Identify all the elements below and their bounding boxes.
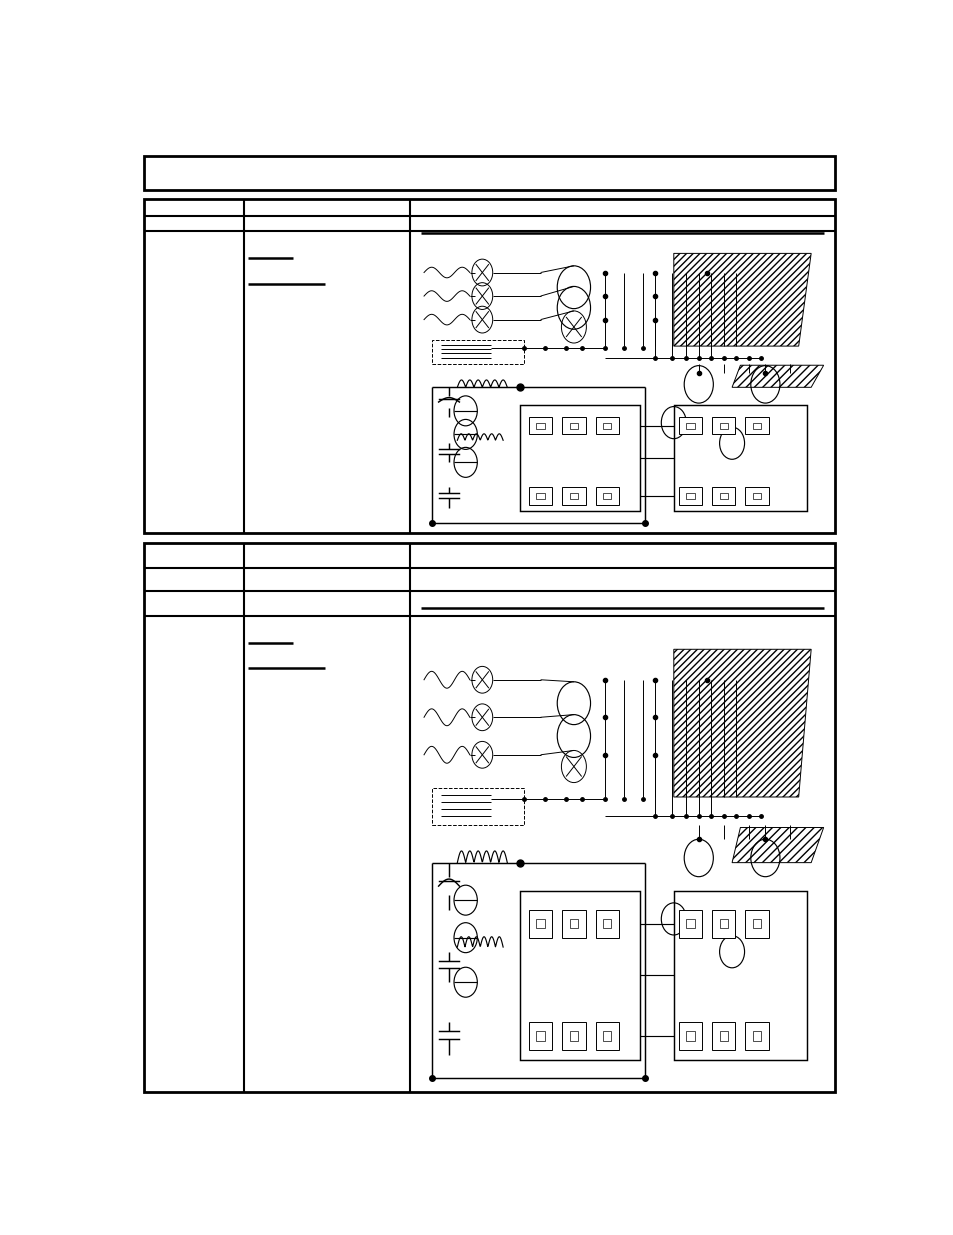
Bar — [719, 919, 727, 929]
Bar — [719, 422, 727, 429]
Bar — [561, 909, 585, 937]
Bar — [602, 493, 611, 499]
Bar — [561, 1023, 585, 1050]
Bar — [595, 488, 618, 505]
Bar — [536, 919, 544, 929]
Bar — [679, 416, 701, 435]
Bar — [679, 1023, 701, 1050]
Bar — [685, 422, 694, 429]
Bar — [602, 919, 611, 929]
Bar — [752, 493, 760, 499]
Bar — [744, 1023, 768, 1050]
Bar — [432, 788, 523, 825]
Bar — [536, 493, 544, 499]
Bar — [711, 488, 735, 505]
Bar — [595, 909, 618, 937]
Bar — [595, 416, 618, 435]
Bar — [679, 909, 701, 937]
Bar — [719, 493, 727, 499]
Bar — [744, 909, 768, 937]
Bar — [569, 1031, 578, 1041]
Bar — [528, 1023, 552, 1050]
Bar — [711, 909, 735, 937]
Polygon shape — [673, 253, 810, 346]
Bar — [673, 405, 806, 511]
Bar — [569, 919, 578, 929]
Bar — [719, 1031, 727, 1041]
Bar — [685, 493, 694, 499]
Bar — [536, 1031, 544, 1041]
Bar — [569, 422, 578, 429]
Bar — [752, 919, 760, 929]
Bar — [685, 1031, 694, 1041]
Bar — [519, 890, 639, 1060]
Bar — [685, 919, 694, 929]
Bar — [519, 405, 639, 511]
Bar — [744, 416, 768, 435]
Bar — [673, 890, 806, 1060]
Bar — [144, 199, 834, 534]
Bar — [602, 422, 611, 429]
Polygon shape — [731, 827, 822, 863]
Polygon shape — [673, 650, 810, 797]
Bar — [528, 909, 552, 937]
Bar — [679, 488, 701, 505]
Bar — [595, 1023, 618, 1050]
Bar — [569, 493, 578, 499]
Bar — [602, 1031, 611, 1041]
Bar — [711, 416, 735, 435]
Bar — [752, 1031, 760, 1041]
Bar — [144, 543, 834, 1093]
Bar — [561, 488, 585, 505]
Bar — [561, 416, 585, 435]
Bar — [144, 156, 834, 190]
Bar — [536, 422, 544, 429]
Bar — [528, 488, 552, 505]
Bar — [711, 1023, 735, 1050]
Bar — [528, 416, 552, 435]
Polygon shape — [731, 366, 822, 388]
Bar — [744, 488, 768, 505]
Bar — [432, 340, 523, 364]
Bar — [752, 422, 760, 429]
